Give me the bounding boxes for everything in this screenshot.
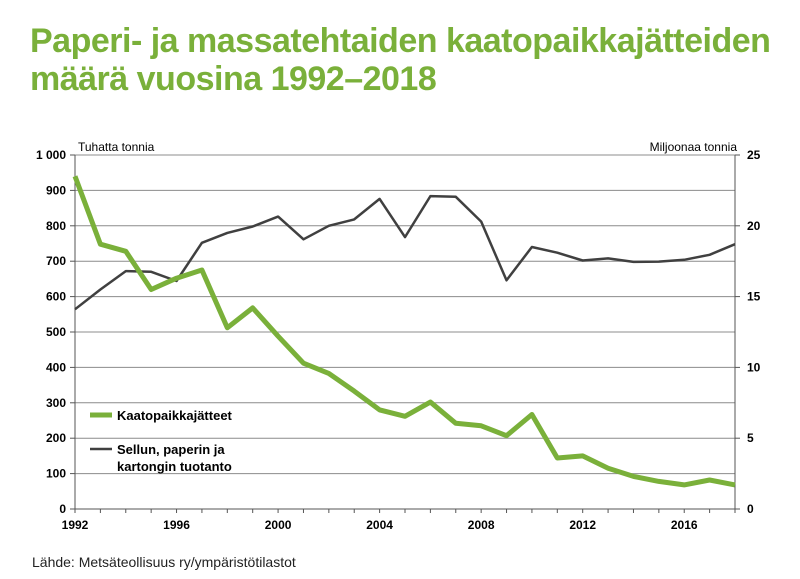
legend: Kaatopaikkajätteet Sellun, paperin ja ka…: [90, 408, 233, 474]
left-tick-label-5: 500: [46, 325, 66, 339]
x-tick-label-1: 1996: [163, 518, 190, 532]
left-tick-label-10: 1 000: [36, 148, 66, 162]
left-tick-label-4: 400: [46, 360, 66, 374]
left-tick-label-0: 0: [59, 502, 66, 516]
left-tick-label-6: 600: [46, 290, 66, 304]
right-tick-label-1: 5: [747, 431, 754, 445]
right-axis-label: Miljoonaa tonnia: [650, 140, 738, 154]
chart-title-line-2: määrä vuosina 1992–2018: [30, 60, 437, 98]
tick-labels: 0 100 200 300 400 500 600 700 800 900 1 000 0 5 10 15 2…: [36, 148, 761, 532]
right-tick-label-2: 10: [747, 360, 761, 374]
right-tick-label-4: 20: [747, 219, 761, 233]
legend-label-production-line-2: kartongin tuotanto: [117, 459, 232, 474]
left-tick-label-8: 800: [46, 219, 66, 233]
x-tick-label-0: 1992: [62, 518, 89, 532]
source-note: Lähde: Metsäteollisuus ry/ympäristötilas…: [32, 554, 296, 570]
left-tick-label-7: 700: [46, 254, 66, 268]
x-tick-label-4: 2008: [468, 518, 495, 532]
left-tick-label-3: 300: [46, 396, 66, 410]
left-tick-label-9: 900: [46, 183, 66, 197]
x-tick-label-3: 2004: [366, 518, 393, 532]
x-tick-label-6: 2016: [671, 518, 698, 532]
legend-label-production-line-1: Sellun, paperin ja: [117, 442, 225, 457]
right-tick-label-0: 0: [747, 502, 754, 516]
series-lines: [72, 175, 736, 488]
chart-title-line-1: Paperi- ja massatehtaiden kaatopaikkajät…: [30, 22, 771, 60]
gridlines: [75, 154, 735, 475]
left-axis-label: Tuhatta tonnia: [78, 140, 155, 154]
left-tick-label-2: 200: [46, 431, 66, 445]
x-tick-label-5: 2012: [569, 518, 596, 532]
axes: [70, 154, 740, 513]
x-tick-label-2: 2000: [265, 518, 292, 532]
right-tick-label-3: 15: [747, 290, 761, 304]
left-tick-label-1: 100: [46, 467, 66, 481]
chart-title: Paperi- ja massatehtaiden kaatopaikkajät…: [30, 22, 790, 98]
series-line-production: [74, 194, 736, 311]
series-line-waste: [72, 175, 736, 488]
right-tick-label-5: 25: [747, 148, 761, 162]
legend-label-waste: Kaatopaikkajätteet: [117, 408, 233, 423]
